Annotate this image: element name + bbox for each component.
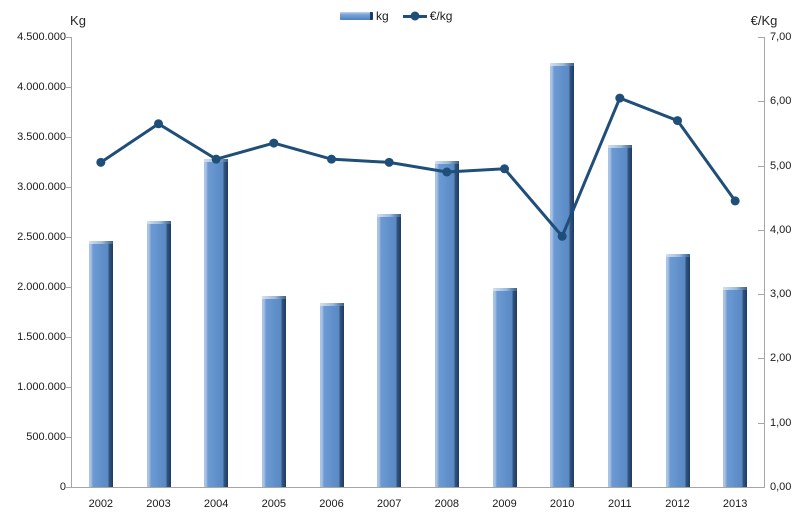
x-axis-label: 2007: [376, 498, 402, 510]
x-axis-label: 2003: [146, 498, 171, 510]
left-axis-tick: [66, 387, 72, 388]
y-axis-right-label: 7,00: [770, 31, 792, 43]
y-axis-right-label: 4,00: [770, 223, 792, 236]
right-axis-tick: [758, 487, 764, 488]
left-axis-tick: [66, 87, 72, 88]
price-line-layer: [96, 93, 740, 241]
line-marker-icon: [410, 11, 420, 21]
right-axis-tick: [758, 37, 764, 38]
left-axis-tick: [66, 437, 72, 438]
legend-item-kg: kg: [340, 9, 389, 23]
bar-2010: [550, 63, 575, 487]
right-axis-tick: [758, 422, 764, 424]
y-axis-left-label: 3.500.000: [17, 131, 66, 143]
right-axis-tick: [758, 294, 764, 296]
y-axis-right-label: 6,00: [770, 95, 792, 108]
left-axis-tick: [66, 187, 72, 188]
y-axis-right-label: 2,00: [770, 352, 792, 365]
price-marker-2013: [730, 196, 740, 206]
bar-2005: [261, 296, 286, 487]
left-axis-tick: [66, 287, 72, 288]
left-axis-tick: [66, 237, 72, 238]
bar-series-swatch-icon: [340, 12, 373, 20]
right-axis-line: [764, 37, 765, 488]
price-marker-2011: [615, 93, 625, 103]
left-axis-tick: [66, 37, 72, 38]
left-axis-tick: [66, 487, 72, 488]
left-axis-tick: [66, 137, 72, 138]
legend: kg €/kg: [340, 9, 452, 23]
left-axis-line: [71, 37, 72, 488]
x-axis-line: [71, 487, 765, 488]
y-axis-right-label: 5,00: [770, 159, 792, 172]
right-axis-tick: [758, 229, 764, 231]
right-axis-tick: [758, 165, 764, 167]
y-axis-left-label: 3.000.000: [17, 181, 66, 193]
y-axis-left-label: 4.000.000: [17, 81, 66, 93]
legend-label-kg: kg: [376, 9, 389, 23]
price-marker-2004: [211, 154, 221, 164]
y-axis-left-label: 2.500.000: [17, 231, 66, 243]
y-axis-left-label: 500.000: [26, 431, 66, 443]
price-marker-2012: [673, 116, 682, 126]
y-axis-right-label: 1,00: [770, 416, 792, 429]
legend-label-eur-kg: €/kg: [429, 9, 453, 23]
y-axis-left-label: 1.500.000: [17, 331, 66, 343]
bar-2009: [492, 288, 517, 487]
right-axis-tick: [758, 101, 764, 103]
legend-item-eur-kg: €/kg: [402, 9, 453, 23]
price-marker-2002: [96, 157, 106, 167]
bar-2003: [146, 221, 171, 487]
y-axis-left-label: 1.000.000: [17, 381, 66, 393]
x-axis-label: 2009: [492, 498, 517, 510]
price-marker-2010: [557, 231, 567, 241]
price-marker-2008: [442, 167, 452, 177]
plot-area: [72, 37, 764, 487]
price-marker-2005: [269, 138, 279, 148]
price-line: [99, 96, 737, 240]
bar-2002: [88, 241, 113, 487]
bar-2013: [723, 287, 748, 487]
price-marker-2007: [384, 157, 394, 167]
x-axis-label: 2013: [722, 498, 748, 510]
right-axis-title: €/Kg: [750, 13, 778, 28]
bar-2006: [319, 303, 344, 487]
y-axis-left-label: 4.500.000: [17, 31, 66, 43]
left-axis-title: Kg: [70, 13, 86, 28]
bar-2012: [665, 254, 690, 487]
bar-2011: [607, 145, 632, 487]
x-axis-label: 2011: [608, 498, 632, 510]
x-axis-label: 2012: [665, 498, 690, 510]
right-axis-tick: [758, 358, 764, 360]
left-axis-tick: [66, 337, 72, 338]
y-axis-left-label: 2.000.000: [17, 281, 66, 293]
y-axis-right-label: 3,00: [770, 288, 792, 301]
x-axis-label: 2006: [319, 498, 344, 510]
line-series-swatch-icon: [402, 11, 427, 21]
price-marker-2003: [154, 119, 163, 129]
price-marker-2009: [500, 164, 509, 174]
x-axis-label: 2004: [203, 498, 229, 510]
x-axis-label: 2010: [549, 498, 575, 510]
bar-2007: [377, 214, 402, 487]
x-axis-label: 2008: [434, 498, 460, 510]
price-marker-2006: [327, 154, 336, 164]
y-axis-left-label: 0: [59, 481, 66, 493]
bar-2008: [434, 161, 459, 487]
x-axis-label: 2005: [261, 498, 287, 510]
x-axis-label: 2002: [88, 498, 114, 510]
y-axis-right-label: 0,00: [770, 481, 792, 493]
